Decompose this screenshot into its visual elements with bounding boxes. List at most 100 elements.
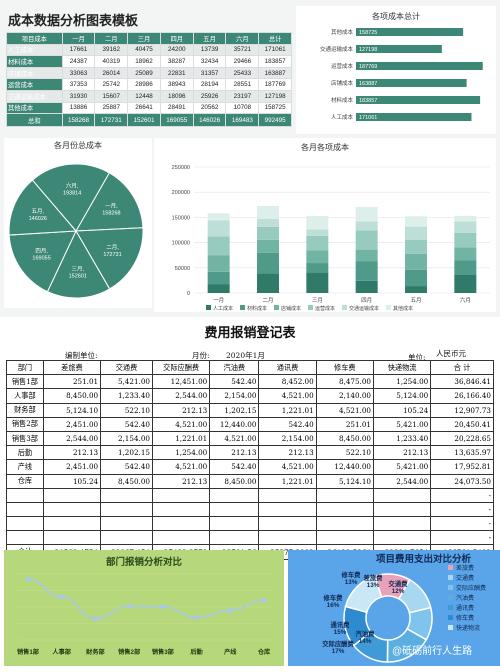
expense-cell: 542.40 bbox=[100, 416, 153, 432]
expense-cell: 26,166.40 bbox=[430, 388, 494, 404]
x-tick: 后勤 bbox=[190, 648, 202, 656]
donut-pct: 12% bbox=[392, 588, 405, 595]
hbar-value: 127198 bbox=[359, 47, 377, 53]
x-tick: 销售3部 bbox=[152, 648, 175, 656]
legend-swatch bbox=[448, 625, 453, 630]
expense-cell: 212.13 bbox=[151, 473, 211, 489]
expense-cell: 人事部 bbox=[6, 388, 44, 404]
cost-cell: 127198 bbox=[258, 89, 292, 103]
stack-segment bbox=[355, 221, 378, 231]
expense-cell: 20,450.41 bbox=[430, 416, 494, 432]
expense-cell bbox=[42, 501, 102, 518]
cost-cell: 20562 bbox=[192, 101, 227, 115]
stack-segment bbox=[355, 206, 378, 222]
cost-table-header: 项目成本 一月 二月 三月 四月 五月 六月 总计 bbox=[6, 32, 292, 45]
pie-value: 158268 bbox=[102, 210, 120, 216]
y-tick: 250000 bbox=[172, 165, 190, 171]
expense-cell bbox=[6, 487, 44, 503]
hbar-bar bbox=[356, 28, 464, 36]
expense-cell bbox=[151, 530, 211, 546]
expense-cell: 24,073.50 bbox=[430, 473, 494, 489]
cost-cell: 40475 bbox=[127, 43, 161, 57]
legend-swatch bbox=[448, 595, 453, 600]
expense-cell bbox=[151, 487, 211, 503]
cost-cell: 12448 bbox=[127, 89, 161, 103]
expense-cell bbox=[100, 516, 153, 532]
expense-cell: 2,154.00 bbox=[100, 430, 153, 447]
expense-cell bbox=[372, 487, 432, 503]
legend-swatch bbox=[448, 565, 453, 570]
x-tick: 销售1部 bbox=[17, 648, 40, 656]
stack-segment bbox=[405, 286, 427, 293]
expense-cell bbox=[209, 530, 260, 546]
pie-panel: 各月份总成本 一月, 158268 二月, 172731 三月, 152601 四月, 169… bbox=[4, 138, 152, 308]
expense-cell: - bbox=[430, 501, 494, 518]
line-title: 部门报销分析对比 bbox=[105, 557, 182, 568]
cost-cell: 人工成本 bbox=[6, 43, 63, 57]
data-point bbox=[59, 594, 65, 600]
x-tick: 四月 bbox=[361, 297, 372, 304]
pie-label: 四月, bbox=[35, 247, 48, 254]
pie-value: 169055 bbox=[32, 255, 50, 261]
cost-header-cell: 一月 bbox=[61, 32, 96, 45]
cost-cell: 28551 bbox=[225, 78, 260, 91]
expense-cell: - bbox=[430, 530, 494, 546]
expense-cell: 4,521.00 bbox=[151, 416, 211, 432]
expense-cell: 2,140.00 bbox=[315, 388, 374, 404]
expense-header-cell: 修车费 bbox=[315, 359, 374, 376]
expense-cell: 5,124.10 bbox=[315, 473, 374, 489]
data-point bbox=[227, 607, 233, 613]
expense-cell: 财务部 bbox=[6, 402, 44, 418]
expense-table-body: 销售1部 251.01 5,421.00 12,451.00 542.40 8,452.0… bbox=[6, 374, 494, 560]
cost-row: 交通运输成本 31930 15607 12448 18096 25926 23197 1271… bbox=[6, 89, 292, 103]
expense-cell bbox=[42, 487, 102, 503]
pie-slice bbox=[31, 163, 110, 232]
cost-total-cell: 158268 bbox=[61, 113, 96, 128]
stack-title: 各月各项成本 bbox=[301, 143, 349, 152]
expense-row: 人事部 8,450.00 1,233.40 2,544.00 2,154.00 4,521… bbox=[6, 388, 494, 404]
cost-cell: 17661 bbox=[61, 43, 96, 57]
expense-row: 仓库 105.24 8,450.00 212.13 8,450.00 1,221.01 5,… bbox=[6, 473, 494, 489]
stack-segment bbox=[257, 252, 279, 274]
stack-segment bbox=[306, 216, 329, 230]
stack-segment bbox=[207, 236, 230, 256]
cost-table: 项目成本 一月 二月 三月 四月 五月 六月 总计 人工成本 17661 39162 40475 24… bbox=[6, 32, 292, 128]
expense-cell: 1,221.01 bbox=[258, 473, 317, 489]
cost-header-cell: 六月 bbox=[225, 32, 260, 45]
watermark: @砥砺前行人生路 bbox=[392, 646, 473, 657]
expense-header-cell: 通讯费 bbox=[258, 359, 317, 376]
currency-value: 人民币元 bbox=[436, 349, 466, 358]
hbar-label: 其他成本 bbox=[331, 28, 354, 36]
expense-cell: 212.13 bbox=[42, 445, 102, 461]
cost-total-cell: 169483 bbox=[225, 113, 260, 128]
expense-cell bbox=[151, 516, 211, 532]
stack-segment bbox=[405, 226, 427, 240]
expense-cell bbox=[42, 516, 102, 532]
donut-label: 交通费 bbox=[389, 579, 409, 588]
expense-cell: 1,221.01 bbox=[258, 402, 317, 418]
stack-segment bbox=[355, 280, 378, 293]
donut-pct: 15% bbox=[334, 629, 347, 636]
cost-cell: 交通运输成本 bbox=[6, 89, 63, 103]
legend-label: 快递物流 bbox=[456, 624, 480, 632]
cost-cell: 33063 bbox=[61, 66, 96, 80]
data-point bbox=[126, 603, 132, 609]
expense-cell: 4,521.00 bbox=[209, 430, 260, 447]
expense-cell bbox=[100, 530, 153, 546]
expense-cell: 212.13 bbox=[372, 445, 432, 461]
expense-cell bbox=[6, 516, 44, 532]
stack-segment bbox=[257, 239, 279, 253]
cost-cell: 25926 bbox=[192, 89, 227, 103]
expense-header-cell: 交际应酬费 bbox=[151, 359, 211, 376]
expense-cell: 4,521.00 bbox=[315, 402, 374, 418]
cost-cell: 13739 bbox=[192, 43, 227, 57]
expense-cell bbox=[151, 501, 211, 518]
cost-cell: 10708 bbox=[225, 101, 260, 115]
cost-header-cell: 四月 bbox=[159, 32, 194, 45]
cost-cell: 26014 bbox=[94, 66, 129, 80]
hbar-value: 183857 bbox=[359, 98, 377, 104]
expense-table: 部门 差旅费 交通费 交际应酬费 汽油费 通讯费 修车费 快递物流合 计 销售1部 251.01… bbox=[6, 359, 494, 560]
x-tick: 三月 bbox=[312, 297, 323, 304]
expense-cell bbox=[258, 501, 317, 518]
cost-cell: 28986 bbox=[127, 78, 161, 91]
